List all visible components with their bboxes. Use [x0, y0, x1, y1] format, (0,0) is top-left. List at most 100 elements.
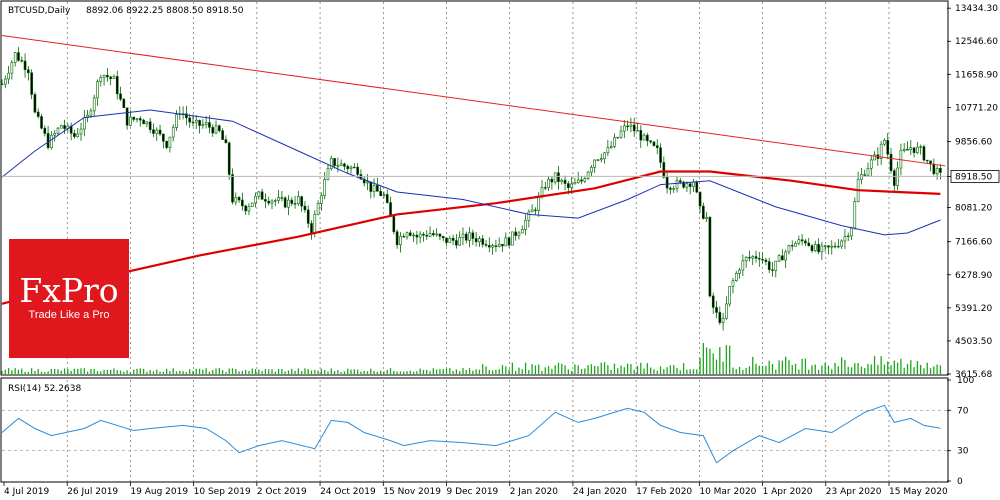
- logo-tagline: Trade Like a Pro: [28, 309, 110, 321]
- candle-body: [395, 231, 399, 246]
- candle-body: [919, 146, 922, 148]
- candle-body: [846, 235, 850, 238]
- candle-body: [339, 163, 343, 166]
- candle-body: [194, 119, 198, 123]
- grid: [66, 2, 890, 481]
- candle-body: [655, 145, 659, 148]
- candle-body: [669, 187, 672, 190]
- candle-body: [659, 147, 662, 163]
- candle-body: [639, 130, 643, 141]
- candle-body: [741, 260, 745, 271]
- candle-body: [807, 242, 811, 246]
- candle-body: [583, 178, 587, 182]
- candle-body: [662, 162, 666, 178]
- candle-body: [754, 256, 758, 259]
- candle-body: [886, 139, 890, 155]
- candle-body: [718, 312, 722, 323]
- candle-body: [682, 181, 685, 188]
- candle-body: [781, 255, 784, 261]
- candle-body: [224, 139, 228, 144]
- candle-body: [428, 233, 432, 237]
- candle-body: [336, 165, 340, 167]
- candle-body: [204, 122, 208, 125]
- candle-body: [96, 81, 99, 99]
- candle-body: [402, 236, 406, 238]
- candle-body: [586, 171, 590, 179]
- x-tick-label: 19 Aug 2019: [130, 487, 188, 497]
- candle-body: [932, 163, 936, 175]
- candle-body: [102, 74, 106, 78]
- candle-body: [376, 185, 379, 192]
- candle-body: [922, 146, 926, 161]
- candle-body: [534, 209, 537, 212]
- candle-body: [287, 199, 290, 208]
- candle-body: [23, 60, 27, 70]
- candle-body: [231, 174, 234, 203]
- candle-body: [158, 129, 162, 135]
- candle-body: [906, 149, 909, 151]
- candle-body: [99, 77, 103, 82]
- candle-body: [185, 113, 188, 119]
- candle-body: [234, 197, 238, 203]
- candle-body: [869, 159, 873, 169]
- candle-body: [925, 159, 929, 162]
- rsi-levels: [2, 409, 947, 452]
- candle-body: [804, 240, 807, 244]
- candle-body: [208, 122, 211, 128]
- candle-body: [757, 258, 761, 260]
- price-panel: [0, 0, 949, 376]
- candle-body: [771, 269, 774, 271]
- candle-body: [333, 158, 336, 166]
- candle-body: [82, 117, 86, 130]
- candle-body: [201, 124, 205, 126]
- y-tick-label: 7166.60: [955, 238, 992, 248]
- candle-body: [283, 197, 287, 208]
- candle-body: [109, 76, 112, 79]
- candle-body: [603, 152, 606, 159]
- candle-body: [883, 139, 886, 145]
- candle-body: [833, 245, 837, 248]
- candle-body: [576, 179, 580, 184]
- candle-body: [751, 256, 755, 259]
- price-axis-labels: 13434.30 12546.60 11658.90 10771.20 9856.60 8…: [947, 4, 998, 380]
- candle-body: [481, 238, 485, 245]
- candle-body: [20, 60, 24, 62]
- candle-body: [837, 245, 840, 248]
- candle-body: [464, 233, 468, 241]
- candle-body: [665, 177, 669, 189]
- candle-body: [389, 202, 392, 217]
- rsi-tick-label: 30: [957, 447, 969, 457]
- candle-body: [794, 243, 797, 247]
- candle-body: [264, 199, 267, 202]
- x-tick-label: 2 Jan 2020: [510, 487, 558, 497]
- y-tick-label: 11658.90: [955, 70, 998, 80]
- candle-body: [59, 125, 63, 129]
- candle-body: [567, 183, 570, 188]
- candle-body: [850, 227, 853, 237]
- x-tick-label: 10 Sep 2019: [194, 487, 251, 497]
- candle-body: [497, 243, 501, 247]
- candle-body: [198, 119, 201, 126]
- candle-body: [879, 143, 883, 159]
- candle-body: [346, 165, 350, 170]
- candle-body: [698, 191, 702, 207]
- candle-body: [866, 167, 870, 176]
- candle-body: [823, 245, 827, 247]
- candle-body: [7, 72, 10, 80]
- candle-body: [580, 179, 583, 182]
- candle-body: [92, 97, 96, 112]
- candle-body: [13, 52, 17, 63]
- candle-body: [748, 256, 751, 259]
- candle-body: [827, 245, 830, 248]
- candle-body: [379, 191, 382, 197]
- candle-body: [912, 147, 916, 153]
- candle-body: [320, 195, 323, 204]
- candle-body: [692, 181, 695, 187]
- candle-body: [257, 191, 261, 197]
- candle-body: [369, 181, 373, 192]
- candle-body: [211, 127, 215, 134]
- candle-body: [313, 214, 317, 234]
- candle-body: [385, 194, 389, 203]
- candle-body: [560, 179, 564, 183]
